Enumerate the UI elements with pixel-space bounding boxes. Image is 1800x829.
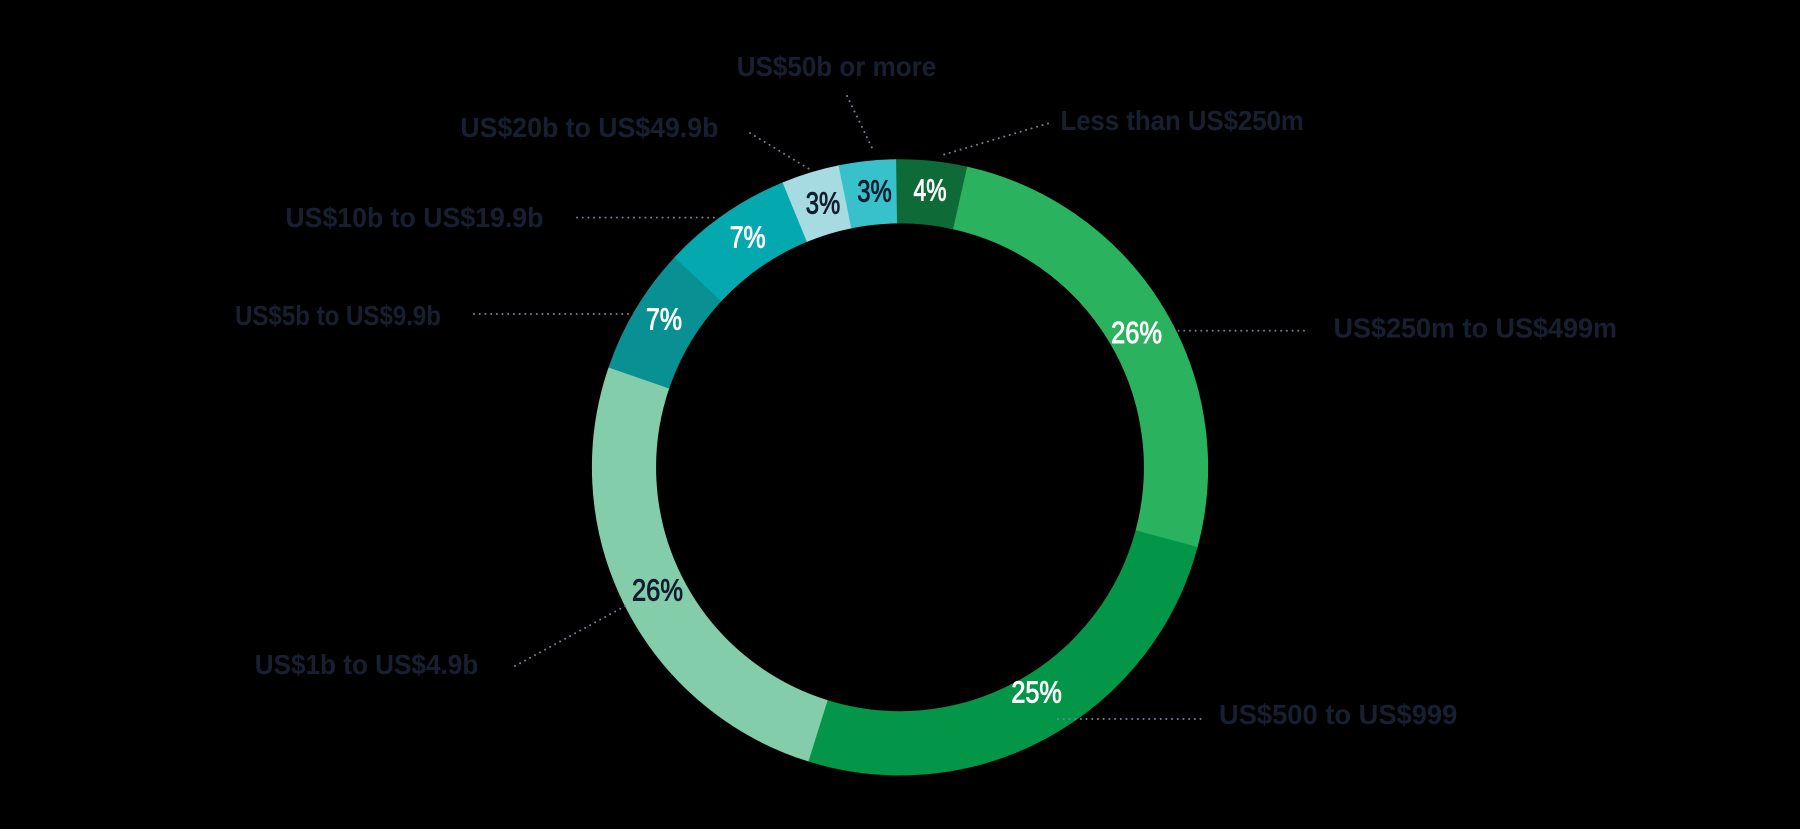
svg-text:Less than US$250m: Less than US$250m [1061, 105, 1304, 136]
svg-text:7%: 7% [646, 302, 682, 337]
svg-text:25%: 25% [1011, 675, 1062, 710]
svg-text:US$1b to US$4.9b: US$1b to US$4.9b [255, 649, 479, 680]
svg-text:US$5b to US$9.9b: US$5b to US$9.9b [235, 300, 441, 331]
svg-text:7%: 7% [730, 219, 766, 254]
svg-text:US$250m to US$499m: US$250m to US$499m [1334, 313, 1618, 344]
svg-text:3%: 3% [857, 173, 892, 208]
svg-text:3%: 3% [806, 186, 841, 221]
svg-text:US$20b to US$49.9b: US$20b to US$49.9b [460, 112, 718, 143]
svg-text:26%: 26% [632, 573, 683, 608]
svg-text:4%: 4% [914, 173, 947, 208]
svg-text:US$10b to US$19.9b: US$10b to US$19.9b [285, 202, 543, 233]
svg-text:US$50b or more: US$50b or more [737, 51, 937, 82]
svg-text:26%: 26% [1111, 315, 1162, 350]
svg-text:US$500 to US$999: US$500 to US$999 [1219, 699, 1457, 730]
